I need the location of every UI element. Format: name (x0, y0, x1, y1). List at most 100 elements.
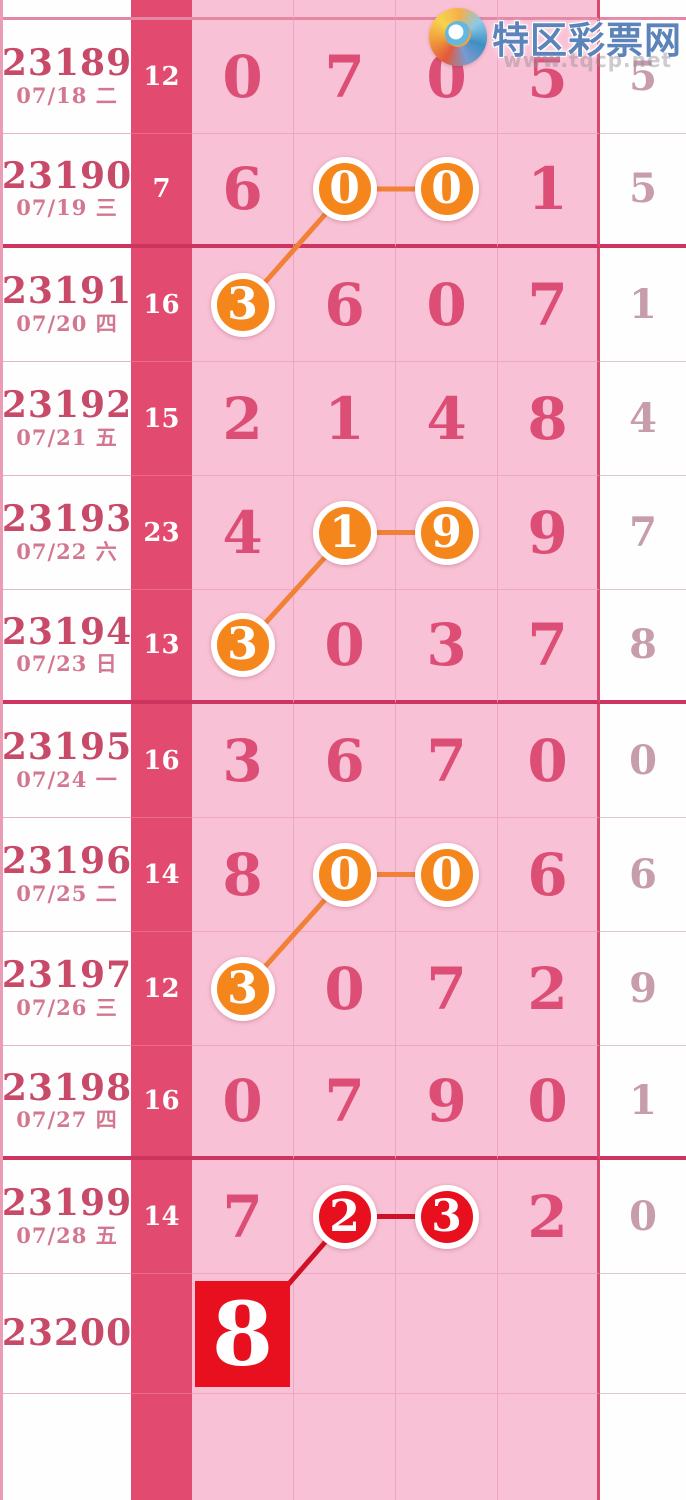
period-cell: 23192 07/21 五 (3, 362, 131, 476)
watermark-text: www.tqcp.net (503, 48, 672, 72)
digit-value: 4 (222, 498, 263, 567)
table-row: 23195 07/24 一 16 3 6 7 0 0 (3, 704, 686, 818)
digit-value: 7 (222, 1182, 263, 1251)
draw-date: 07/18 二 (16, 82, 118, 108)
sum-cell: 15 (131, 362, 192, 476)
digit-cell: 0 (498, 704, 600, 818)
period-number: 23195 (1, 726, 133, 768)
table-row: 23196 07/25 二 14 8 0 0 6 6 (3, 818, 686, 932)
sum-value: 7 (152, 174, 171, 204)
digit-cell: 0 (396, 248, 498, 362)
period-number: 23197 (1, 954, 133, 996)
digit-cell: 3 (192, 704, 294, 818)
draw-date: 07/19 三 (16, 195, 118, 221)
highlight-circle: 0 (414, 842, 479, 907)
digit-value: 0 (329, 163, 360, 214)
highlight-circle: 0 (312, 157, 377, 221)
digit-cell: 3 (396, 590, 498, 704)
digit-cell: 0 (498, 1046, 600, 1160)
tail-cell (600, 1274, 686, 1394)
sum-value: 13 (143, 630, 180, 660)
highlight-circle: 0 (312, 842, 377, 907)
digit-value: 8 (222, 840, 263, 909)
digit-cell (498, 0, 600, 20)
digit-value: 7 (527, 270, 568, 339)
digit-cell: 9 (396, 1046, 498, 1160)
digit-cell: 2 (294, 1160, 396, 1274)
sum-cell (131, 0, 192, 20)
period-cell: 23195 07/24 一 (3, 704, 131, 818)
tail-cell: 5 (600, 134, 686, 248)
period-number: 23191 (1, 270, 133, 312)
digit-value: 0 (222, 42, 263, 111)
tail-cell: 0 (600, 704, 686, 818)
period-number: 23192 (1, 384, 133, 426)
logo-swirl-icon (429, 8, 487, 66)
highlight-circle: 0 (414, 157, 479, 221)
digit-cell (294, 1274, 396, 1394)
digit-value: 9 (431, 506, 462, 558)
sum-value: 16 (143, 1086, 180, 1116)
digit-value: 0 (222, 1067, 263, 1135)
sum-value: 12 (143, 61, 180, 92)
sum-value: 16 (143, 745, 180, 776)
digit-cell (498, 1394, 600, 1500)
digit-cell: 0 (396, 134, 498, 248)
tail-value: 5 (629, 165, 657, 212)
digit-cell (294, 1394, 396, 1500)
table-row: 23191 07/20 四 16 3 6 0 7 1 (3, 248, 686, 362)
digit-value: 8 (527, 384, 568, 453)
digit-value: 7 (324, 42, 365, 111)
digit-value: 4 (426, 384, 467, 453)
digit-value: 1 (527, 155, 568, 223)
period-number: 23196 (1, 840, 133, 882)
digit-value: 5 (527, 42, 568, 111)
draw-date: 07/27 四 (16, 1107, 118, 1133)
table-row-partial-bottom (3, 1394, 686, 1500)
highlight-circle: 3 (210, 613, 275, 677)
digit-cell: 8 (498, 362, 600, 476)
digit-value: 6 (324, 726, 365, 795)
tail-value: 9 (629, 964, 657, 1012)
digit-cell (396, 1274, 498, 1394)
period-cell (3, 1394, 131, 1500)
tail-cell (600, 1394, 686, 1500)
table-row: 23194 07/23 日 13 3 0 3 7 8 (3, 590, 686, 704)
table-row-partial-top (3, 0, 686, 20)
sum-cell: 23 (131, 476, 192, 590)
period-number: 23200 (1, 1311, 133, 1354)
table-row: 23192 07/21 五 15 2 1 4 8 4 (3, 362, 686, 476)
digit-cell: 6 (294, 248, 396, 362)
tail-value: 0 (629, 736, 657, 784)
sum-cell (131, 1394, 192, 1500)
period-cell: 23190 07/19 三 (3, 134, 131, 248)
digit-cell: 2 (192, 362, 294, 476)
digit-cell: 5 (498, 20, 600, 134)
digit-cell: 0 (192, 1046, 294, 1160)
digit-cell: 0 (294, 134, 396, 248)
site-logo[interactable]: 特区彩票网 (429, 8, 682, 66)
digit-value: 0 (426, 270, 467, 339)
digit-cell: 0 (396, 818, 498, 932)
tail-value: 8 (629, 621, 657, 668)
digit-cell: 0 (294, 818, 396, 932)
digit-cell: 1 (294, 362, 396, 476)
tail-value: 5 (629, 52, 657, 100)
digit-cell: 6 (294, 704, 396, 818)
digit-value: 7 (426, 954, 467, 1023)
period-cell: 23189 07/18 二 (3, 20, 131, 134)
digit-cell: 7 (498, 248, 600, 362)
tail-cell (600, 0, 686, 20)
digit-value: 3 (222, 726, 263, 795)
sum-cell: 14 (131, 1160, 192, 1274)
digit-cell: 7 (192, 1160, 294, 1274)
digit-cell: 7 (498, 590, 600, 704)
digit-cell: 3 (396, 1160, 498, 1274)
digit-cell: 8 (192, 1274, 294, 1394)
draw-date: 07/26 三 (16, 994, 118, 1020)
table-row: 23200 8 (3, 1274, 686, 1394)
digit-value: 2 (329, 1190, 360, 1242)
tail-value: 0 (629, 1192, 657, 1240)
table-row: 23198 07/27 四 16 0 7 9 0 1 (3, 1046, 686, 1160)
tail-value: 4 (629, 394, 657, 442)
